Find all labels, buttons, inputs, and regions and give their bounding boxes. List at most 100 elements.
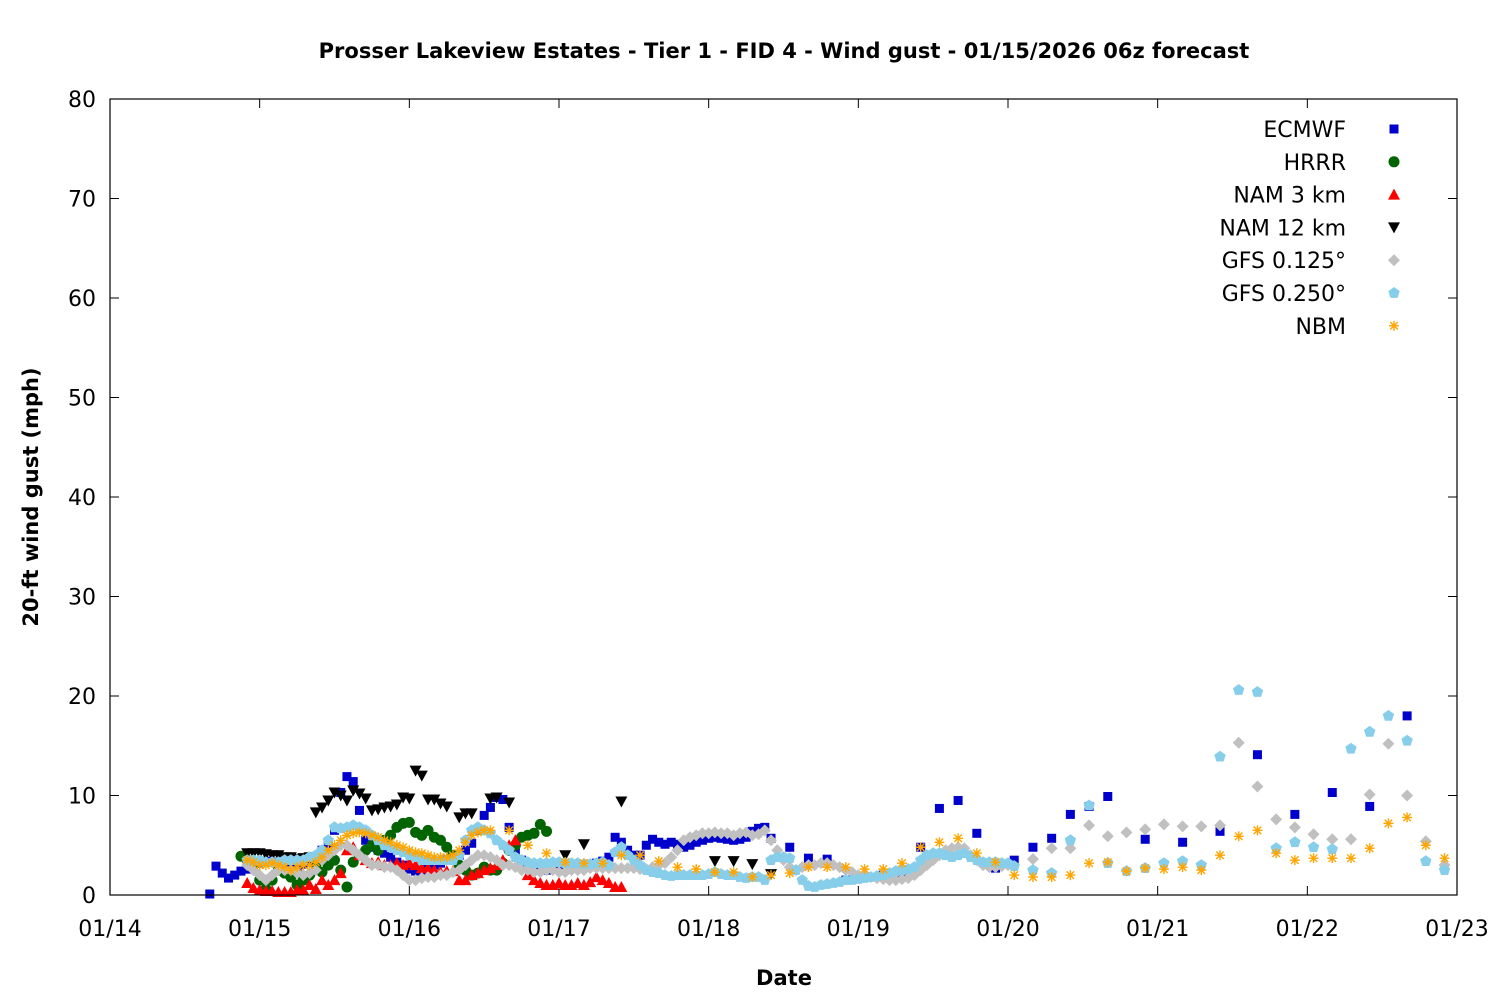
data-point (709, 867, 720, 878)
data-point (1270, 813, 1283, 826)
series-gfs-0-250- (241, 684, 1451, 892)
data-point (335, 835, 346, 846)
data-point (1065, 809, 1075, 819)
data-point (1439, 853, 1450, 864)
data-point (361, 835, 371, 845)
data-point (1251, 780, 1264, 793)
data-point (696, 827, 709, 840)
data-point (328, 787, 341, 799)
data-point (528, 874, 541, 886)
series-nbm (242, 812, 1450, 883)
data-point (1382, 737, 1395, 750)
y-tick-label: 70 (68, 188, 96, 213)
data-point (496, 859, 509, 872)
data-point (423, 850, 434, 861)
legend-label: NAM 3 km (1233, 184, 1346, 209)
data-point (260, 860, 271, 871)
data-point (490, 792, 503, 804)
data-point (859, 864, 870, 875)
data-point (1045, 842, 1058, 855)
data-point (771, 844, 784, 857)
data-point (323, 845, 334, 856)
data-point (386, 852, 396, 862)
data-point (379, 848, 389, 858)
data-point (453, 812, 466, 824)
data-point (1326, 843, 1338, 855)
data-point (354, 827, 365, 838)
data-point (896, 858, 907, 869)
data-point (615, 796, 628, 808)
data-point (953, 795, 963, 805)
data-point (1215, 850, 1226, 861)
y-tick-label: 50 (68, 387, 96, 412)
data-point (584, 876, 597, 888)
data-point (1252, 825, 1263, 836)
data-point (411, 866, 421, 876)
x-axis-title: Date (756, 966, 812, 990)
data-point (304, 860, 315, 871)
legend-marker-asterisk-icon (1389, 320, 1399, 331)
data-point (1327, 853, 1338, 864)
data-point (1064, 842, 1077, 855)
data-point (1084, 858, 1095, 869)
y-tick-label: 60 (68, 287, 96, 312)
data-point (504, 825, 515, 836)
data-point (459, 874, 472, 886)
data-point (654, 837, 664, 847)
data-point (340, 795, 353, 807)
data-point (803, 853, 813, 863)
data-point (211, 861, 221, 871)
legend-label: ECMWF (1263, 118, 1346, 143)
data-point (953, 833, 964, 844)
data-point (341, 830, 352, 841)
data-point (322, 879, 335, 891)
data-point (398, 842, 409, 853)
data-point (365, 859, 378, 872)
data-point (814, 857, 827, 870)
data-point (759, 874, 771, 885)
x-tick-label: 01/15 (228, 917, 291, 942)
data-point (578, 858, 589, 869)
legend-marker-triangle-up-icon (1388, 188, 1400, 200)
data-point (596, 874, 609, 886)
data-point (279, 862, 290, 873)
data-point (747, 872, 758, 883)
data-point (230, 870, 240, 880)
data-point (223, 873, 233, 883)
data-point (205, 889, 215, 899)
data-point (1176, 820, 1189, 833)
data-point (409, 765, 422, 777)
data-point (1327, 788, 1337, 798)
data-point (378, 861, 391, 874)
data-point (671, 844, 684, 857)
data-point (659, 857, 672, 870)
data-points (205, 684, 1451, 899)
data-point (471, 867, 484, 879)
data-point (248, 857, 259, 868)
data-point (1157, 818, 1170, 831)
y-tick-label: 30 (68, 586, 96, 611)
x-tick-label: 01/22 (1276, 917, 1339, 942)
data-point (297, 884, 310, 896)
legend-marker-pentagon-icon (1388, 287, 1400, 298)
data-point (498, 794, 508, 804)
data-point (316, 874, 329, 886)
data-point (435, 852, 446, 863)
data-point (273, 860, 284, 871)
data-point (479, 810, 489, 820)
data-point (648, 834, 658, 844)
legend-marker-triangle-down-icon (1388, 222, 1400, 234)
data-point (610, 832, 620, 842)
data-point (577, 879, 590, 891)
data-point (765, 834, 778, 847)
data-point (1365, 801, 1375, 811)
data-point (1326, 833, 1339, 846)
data-point (1289, 855, 1300, 866)
data-point (303, 879, 316, 891)
data-point (672, 862, 683, 873)
data-point (604, 852, 614, 862)
data-point (360, 828, 371, 839)
data-point (971, 848, 982, 859)
data-point (359, 793, 372, 805)
data-point (1233, 684, 1245, 695)
